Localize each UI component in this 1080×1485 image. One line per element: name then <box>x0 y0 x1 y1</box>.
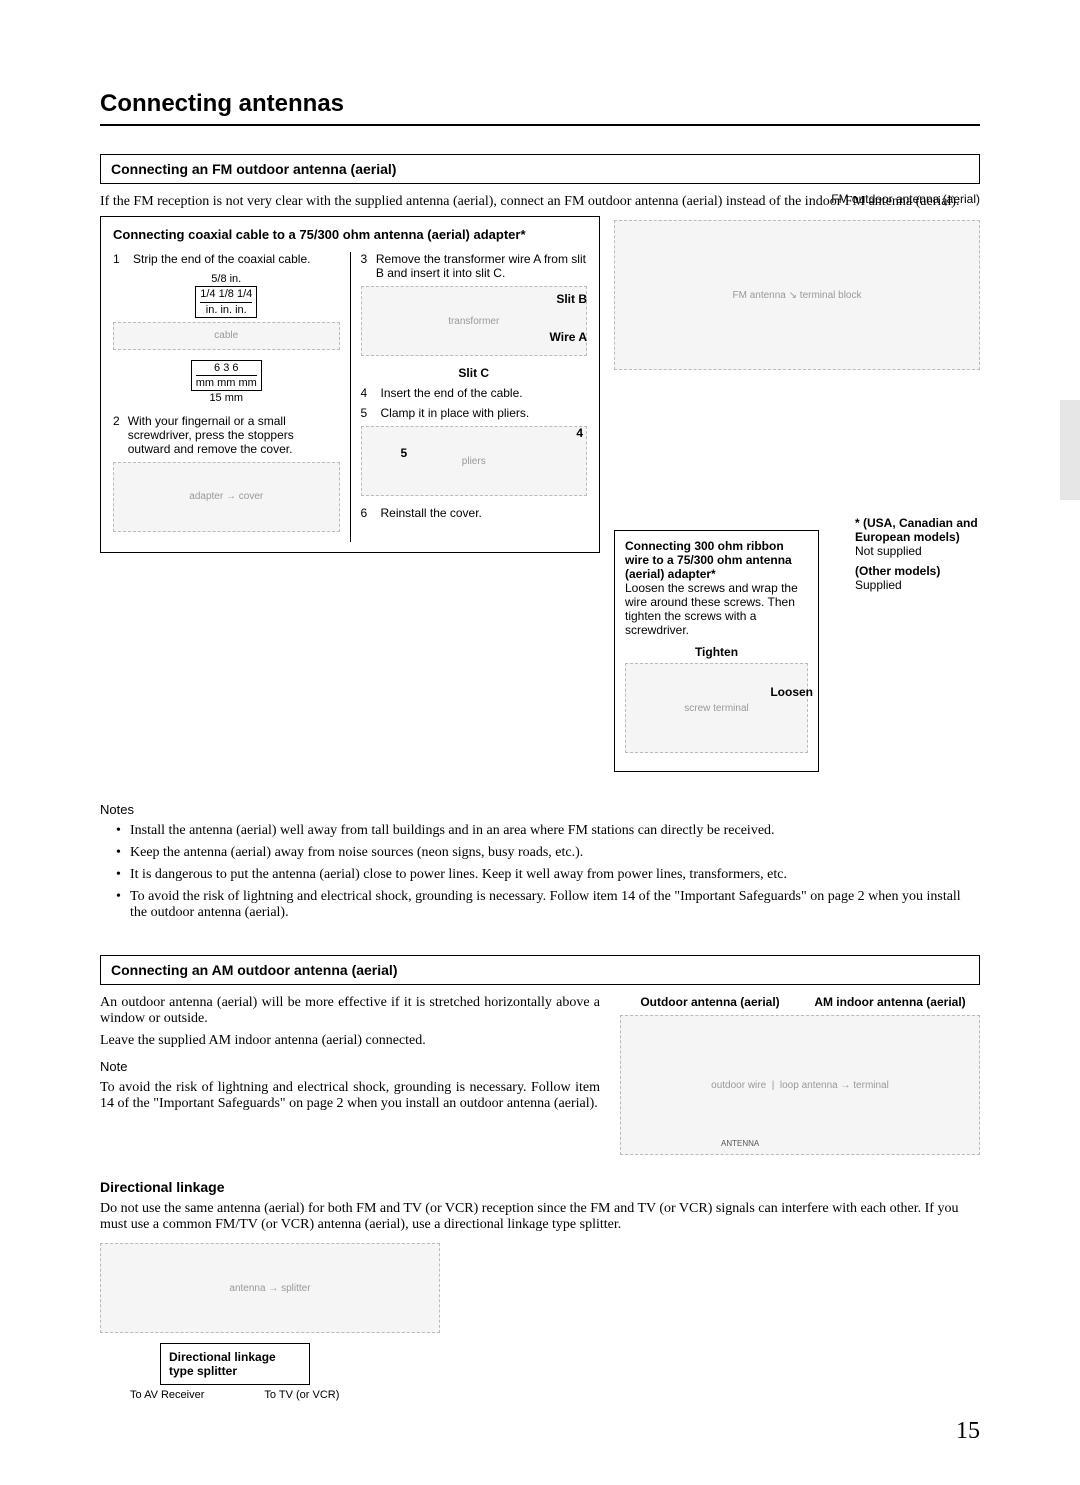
dir-diagram: antenna → splitter Directional linkage t… <box>100 1243 440 1401</box>
am-note: To avoid the risk of lightning and elect… <box>100 1080 600 1112</box>
strip-measurements: 5/8 in. 1/4 1/8 1/4 in. in. in. cable 6 … <box>113 272 340 406</box>
fm-note: It is dangerous to put the antenna (aeri… <box>116 867 980 883</box>
step3-num: 3 <box>361 252 368 280</box>
step4-text: Insert the end of the cable. <box>381 386 523 400</box>
ast-line1: * (USA, Canadian and European models) <box>855 516 995 544</box>
fm-note: Keep the antenna (aerial) away from nois… <box>116 845 980 861</box>
step6-text: Reinstall the cover. <box>381 506 482 520</box>
meas-mm: 6 3 6 <box>196 361 257 375</box>
coax-divider <box>350 252 351 542</box>
coax-box: Connecting coaxial cable to a 75/300 ohm… <box>100 216 600 553</box>
slit-c-label: Slit C <box>361 366 588 380</box>
fm-note: To avoid the risk of lightning and elect… <box>116 889 980 921</box>
tighten-label: Tighten <box>625 645 808 659</box>
am-right: Outdoor antenna (aerial) AM indoor anten… <box>620 995 980 1165</box>
fm-right-area: FM outdoor antenna (aerial) FM antenna ↘… <box>614 216 980 772</box>
splitter-box: Directional linkage type splitter <box>160 1343 310 1385</box>
fm-note: Install the antenna (aerial) well away f… <box>116 823 980 839</box>
step5-text: Clamp it in place with pliers. <box>381 406 530 420</box>
fm-section-label: Connecting an FM outdoor antenna (aerial… <box>100 154 980 184</box>
fm-outdoor-label: FM outdoor antenna (aerial) <box>831 192 980 206</box>
page-number: 15 <box>956 1418 980 1445</box>
meas-top: 5/8 in. <box>113 272 340 286</box>
page-title: Connecting antennas <box>100 90 980 126</box>
step5-num: 5 <box>361 406 373 420</box>
to-tv-label: To TV (or VCR) <box>264 1389 339 1401</box>
label-5: 5 <box>401 446 408 460</box>
step2-num: 2 <box>113 414 120 456</box>
am-p2: Leave the supplied AM indoor antenna (ae… <box>100 1033 600 1049</box>
am-left: An outdoor antenna (aerial) will be more… <box>100 995 600 1165</box>
meas-total: 15 mm <box>113 391 340 405</box>
am-antenna-illustration: outdoor wire | loop antenna → terminal A… <box>620 1015 980 1155</box>
to-av-label: To AV Receiver <box>130 1389 204 1401</box>
ribbon-text: Loosen the screws and wrap the wire arou… <box>625 581 808 637</box>
coax-title: Connecting coaxial cable to a 75/300 ohm… <box>113 227 587 242</box>
step3-text: Remove the transformer wire A from slit … <box>376 252 587 280</box>
dir-text: Do not use the same antenna (aerial) for… <box>100 1201 980 1233</box>
am-section-label: Connecting an AM outdoor antenna (aerial… <box>100 955 980 985</box>
step1-num: 1 <box>113 252 125 266</box>
asterisk-note: * (USA, Canadian and European models) No… <box>855 516 995 592</box>
am-terminal-label: ANTENNA <box>721 1139 759 1148</box>
step4-num: 4 <box>361 386 373 400</box>
ribbon-box: Connecting 300 ohm ribbon wire to a 75/3… <box>614 530 819 772</box>
ast-line4: Supplied <box>855 578 995 592</box>
ast-line2: Not supplied <box>855 544 995 558</box>
am-p1: An outdoor antenna (aerial) will be more… <box>100 995 600 1027</box>
wire-a-label: Wire A <box>550 330 587 344</box>
am-outdoor-label: Outdoor antenna (aerial) <box>620 995 800 1009</box>
am-note-title: Note <box>100 1059 600 1074</box>
step6-num: 6 <box>361 506 373 520</box>
ast-line3: (Other models) <box>855 564 995 578</box>
fm-notes-title: Notes <box>100 802 980 817</box>
clamp-illustration: pliers <box>361 426 588 496</box>
fm-notes-list: Install the antenna (aerial) well away f… <box>100 823 980 921</box>
loosen-label: Loosen <box>770 685 813 699</box>
am-row: An outdoor antenna (aerial) will be more… <box>100 995 980 1165</box>
step2-text: With your fingernail or a small screwdri… <box>128 414 340 456</box>
splitter-illustration: antenna → splitter <box>100 1243 440 1333</box>
coax-left-col: 1 Strip the end of the coaxial cable. 5/… <box>113 252 340 542</box>
fm-row: Connecting coaxial cable to a 75/300 ohm… <box>100 216 980 772</box>
coax-right-col: 3 Remove the transformer wire A from sli… <box>361 252 588 542</box>
am-indoor-label: AM indoor antenna (aerial) <box>800 995 980 1009</box>
remove-cover-illustration: adapter → cover <box>113 462 340 532</box>
label-4: 4 <box>576 426 583 440</box>
screw-illustration: screw terminal <box>625 663 808 753</box>
meas-mm-u: mm mm mm <box>196 375 257 390</box>
ribbon-title: Connecting 300 ohm ribbon wire to a 75/3… <box>625 539 808 581</box>
page-side-tab <box>1060 400 1080 500</box>
slit-b-label: Slit B <box>556 292 587 306</box>
step1-text: Strip the end of the coaxial cable. <box>133 252 310 266</box>
dir-title: Directional linkage <box>100 1179 980 1195</box>
slit-illustration: transformer <box>361 286 588 356</box>
meas-units: in. in. in. <box>200 302 252 317</box>
fm-antenna-terminal-illustration: FM antenna ↘ terminal block <box>614 220 980 370</box>
cable-strip-illustration: cable <box>113 322 340 350</box>
meas-fracs: 1/4 1/8 1/4 <box>200 287 252 301</box>
